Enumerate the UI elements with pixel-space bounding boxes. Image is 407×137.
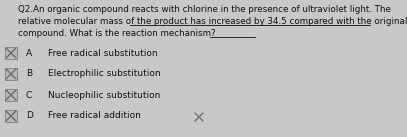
Text: D: D	[26, 112, 33, 121]
Text: Q2.An organic compound reacts with chlorine in the presence of ultraviolet light: Q2.An organic compound reacts with chlor…	[18, 5, 391, 14]
Text: A: A	[26, 48, 32, 58]
FancyBboxPatch shape	[5, 47, 17, 59]
Text: B: B	[26, 69, 32, 79]
Text: Electrophilic substitution: Electrophilic substitution	[48, 69, 161, 79]
FancyBboxPatch shape	[5, 110, 17, 122]
Text: compound. What is the reaction mechanism?: compound. What is the reaction mechanism…	[18, 29, 216, 38]
Text: C: C	[26, 91, 32, 99]
FancyBboxPatch shape	[5, 89, 17, 101]
Text: relative molecular mass of the product has increased by 34.5 compared with the o: relative molecular mass of the product h…	[18, 17, 407, 26]
Text: Free radical substitution: Free radical substitution	[48, 48, 158, 58]
FancyBboxPatch shape	[5, 68, 17, 80]
Text: Nucleophilic substitution: Nucleophilic substitution	[48, 91, 160, 99]
Text: Free radical addition: Free radical addition	[48, 112, 141, 121]
